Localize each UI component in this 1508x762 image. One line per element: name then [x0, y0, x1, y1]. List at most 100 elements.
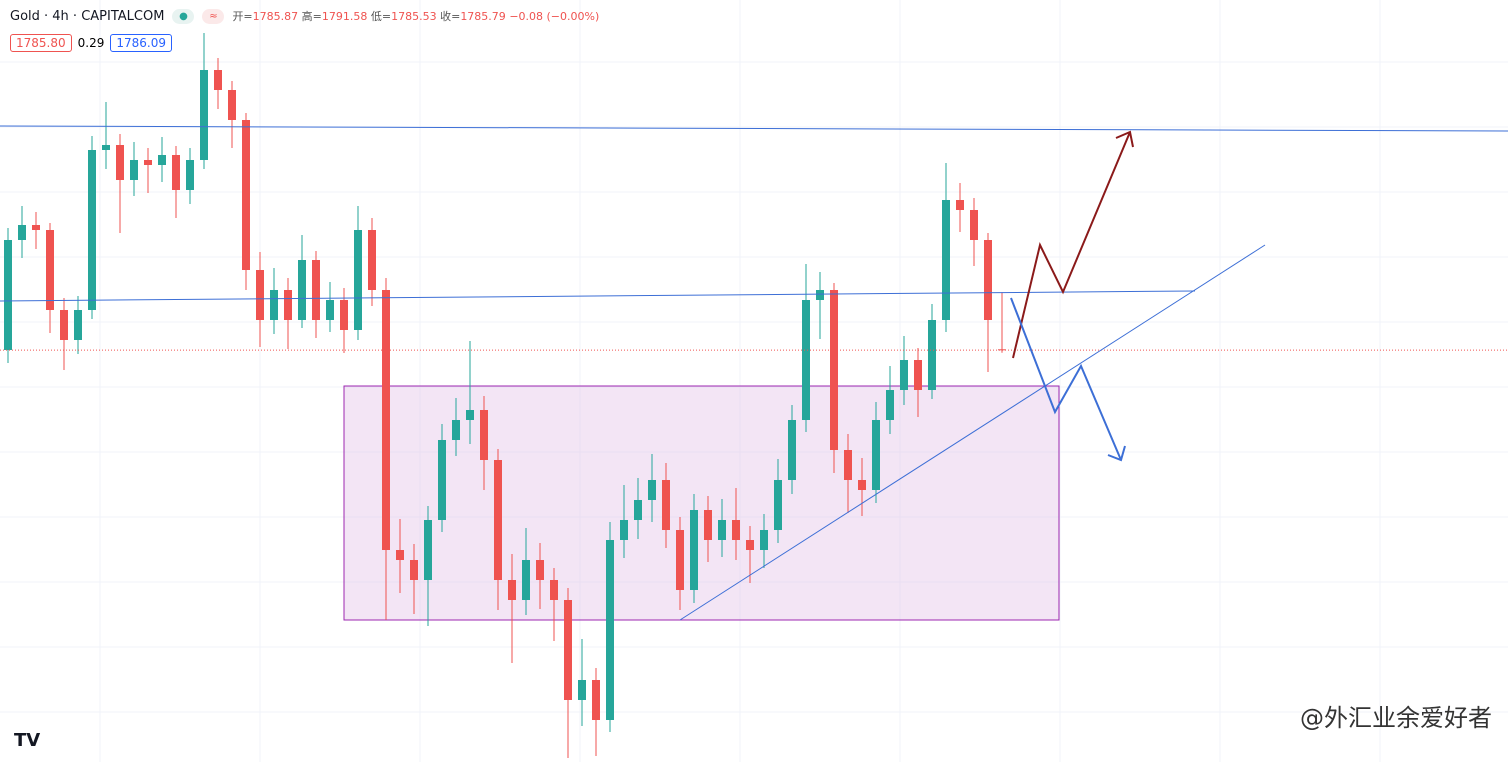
bull-arrowhead	[1115, 130, 1134, 148]
candle-body	[620, 520, 628, 540]
candle-body	[830, 290, 838, 450]
candle-body	[634, 500, 642, 520]
header: Gold · 4h · CAPITALCOM ● ≈ 开=1785.87 高=17…	[10, 8, 599, 24]
bull-path	[1012, 131, 1131, 359]
candle-body	[746, 540, 754, 550]
candle-body	[592, 680, 600, 720]
svg-text:TV: TV	[14, 730, 40, 751]
candle-body	[396, 550, 404, 560]
candle-body	[74, 310, 82, 340]
candle-body	[424, 520, 432, 580]
candle-body	[284, 290, 292, 320]
candle-body	[970, 210, 978, 240]
candle-body	[760, 530, 768, 550]
candle-body	[60, 310, 68, 340]
candle-body	[200, 70, 208, 160]
candle-body	[508, 580, 516, 600]
ohlc-label: 收=	[440, 10, 461, 23]
candle-body	[564, 600, 572, 700]
candle-body	[914, 360, 922, 390]
candle-body	[270, 290, 278, 320]
bid-ask: 1785.80 0.29 1786.09	[10, 34, 172, 52]
candle-body	[774, 480, 782, 530]
ohlc-label: 低=	[370, 10, 392, 23]
candle-body	[242, 120, 250, 270]
candle-body	[690, 510, 698, 590]
candle-body	[984, 240, 992, 320]
candle-body	[4, 240, 12, 350]
candle-body	[648, 480, 656, 500]
candle-body	[186, 160, 194, 190]
candle-body	[956, 200, 964, 210]
candle-body	[480, 410, 488, 460]
candle-body	[662, 480, 670, 530]
candle-body	[718, 520, 726, 540]
candle-body	[18, 225, 26, 240]
symbol: Gold · 4h · CAPITALCOM	[10, 8, 165, 24]
candle-body	[522, 560, 530, 600]
candle-body	[788, 420, 796, 480]
neck-line	[0, 290, 1196, 302]
tradingview-logo: TV	[14, 730, 40, 751]
spread: 0.29	[77, 36, 105, 50]
candle-body	[494, 460, 502, 580]
candle-body	[382, 290, 390, 550]
candle-body	[158, 155, 166, 165]
candle-body	[298, 260, 306, 320]
bid[interactable]: 1785.80	[10, 34, 72, 52]
candle-body	[858, 480, 866, 490]
candle-body	[606, 540, 614, 720]
ohlc: 开=1785.87 高=1791.58 低=1785.53 收=1785.79 …	[232, 8, 599, 24]
candle-body	[928, 320, 936, 390]
candle-body	[130, 160, 138, 180]
range-box	[343, 385, 1060, 621]
candle-body	[312, 260, 320, 320]
ohlc-value: 1785.87	[252, 10, 299, 23]
ohlc-value: 1785.53	[391, 10, 437, 23]
candle-body	[326, 300, 334, 320]
candle-body	[872, 420, 880, 490]
ohlc-value: 1785.79	[460, 10, 506, 23]
resistance-line	[0, 125, 1508, 132]
candle-body	[256, 270, 264, 320]
candle-body	[704, 510, 712, 540]
candle-body	[368, 230, 376, 290]
candle-body	[550, 580, 558, 600]
candles	[0, 33, 1508, 758]
candle-body	[228, 90, 236, 120]
ohlc-value: 1791.58	[321, 10, 368, 23]
candle-body	[214, 70, 222, 90]
candle-body	[816, 290, 824, 300]
candle-body	[900, 360, 908, 390]
status: ≈	[202, 8, 225, 24]
candle-body	[354, 230, 362, 330]
candle-body	[802, 300, 810, 420]
candle-body	[340, 300, 348, 330]
candle-body	[732, 520, 740, 540]
ask[interactable]: 1786.09	[110, 34, 172, 52]
status: ●	[172, 8, 195, 24]
candle-body	[466, 410, 474, 420]
candle-body	[886, 390, 894, 420]
change: −0.08 (−0.00%)	[509, 10, 600, 23]
candle-body	[116, 145, 124, 180]
candle-body	[676, 530, 684, 590]
candle-body	[452, 420, 460, 440]
bear-arrowhead	[1107, 445, 1126, 462]
candle-body	[942, 200, 950, 320]
candle-body	[578, 680, 586, 700]
candle-body	[32, 225, 40, 230]
candle-body	[536, 560, 544, 580]
candle-body	[144, 160, 152, 165]
trend-line	[679, 244, 1266, 621]
candle-body	[172, 155, 180, 190]
bear-path	[1010, 297, 1122, 461]
watermark: @外汇业余爱好者	[1300, 704, 1492, 732]
candle-body	[410, 560, 418, 580]
ohlc-label: 开=	[232, 10, 253, 23]
ohlc-label: 高=	[301, 10, 322, 23]
candle-body	[46, 230, 54, 310]
